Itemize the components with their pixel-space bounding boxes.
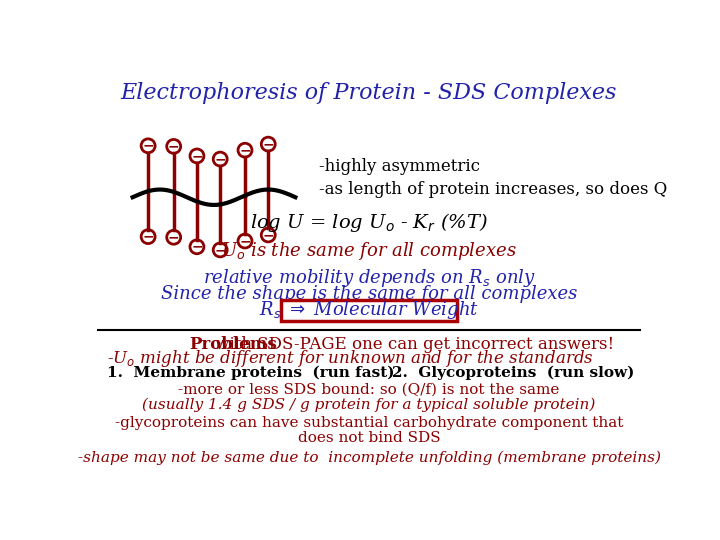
Text: 2.  Glycoproteins  (run slow): 2. Glycoproteins (run slow) xyxy=(392,366,634,380)
Text: −: − xyxy=(168,230,179,244)
Text: −: − xyxy=(215,152,226,166)
Text: −: − xyxy=(239,234,251,248)
Text: U$_o$ is the same for all complexes: U$_o$ is the same for all complexes xyxy=(221,240,517,262)
Text: -more or less SDS bound: so (Q/f) is not the same: -more or less SDS bound: so (Q/f) is not… xyxy=(179,383,559,397)
Text: −: − xyxy=(143,230,154,244)
Text: Since the shape is the same for all complexes: Since the shape is the same for all comp… xyxy=(161,285,577,303)
Text: Electrophoresis of Protein - SDS Complexes: Electrophoresis of Protein - SDS Complex… xyxy=(121,82,617,104)
Text: R$_s$ $\Rightarrow$ Molecular Weight: R$_s$ $\Rightarrow$ Molecular Weight xyxy=(259,299,479,321)
Text: -shape may not be same due to  incomplete unfolding (membrane proteins): -shape may not be same due to incomplete… xyxy=(78,450,660,465)
FancyBboxPatch shape xyxy=(282,300,457,321)
Text: −: − xyxy=(191,149,203,163)
Text: −: − xyxy=(143,139,154,153)
Text: −: − xyxy=(262,228,274,242)
Text: -as length of protein increases, so does Q: -as length of protein increases, so does… xyxy=(319,181,667,198)
Text: with SDS-PAGE one can get incorrect answers!: with SDS-PAGE one can get incorrect answ… xyxy=(210,336,613,353)
Text: relative mobility depends on R$_s$ only: relative mobility depends on R$_s$ only xyxy=(202,267,536,289)
Text: -U$_o$ might be different for unknown and for the standards: -U$_o$ might be different for unknown an… xyxy=(107,348,594,369)
Text: (usually 1.4 g SDS / g protein for a typical soluble protein): (usually 1.4 g SDS / g protein for a typ… xyxy=(143,398,595,413)
Text: −: − xyxy=(215,243,226,257)
Text: 1.  Membrane proteins  (run fast): 1. Membrane proteins (run fast) xyxy=(107,366,395,380)
Text: does not bind SDS: does not bind SDS xyxy=(297,431,441,446)
Text: -glycoproteins can have substantial carbohydrate component that: -glycoproteins can have substantial carb… xyxy=(114,416,624,430)
Text: −: − xyxy=(168,139,179,153)
Text: −: − xyxy=(262,137,274,151)
Text: Problems: Problems xyxy=(189,336,277,353)
Text: −: − xyxy=(191,240,203,254)
Text: -highly asymmetric: -highly asymmetric xyxy=(319,158,480,175)
Text: −: − xyxy=(239,143,251,157)
Text: log U = log U$_o$ - K$_r$ (%T): log U = log U$_o$ - K$_r$ (%T) xyxy=(250,211,488,234)
